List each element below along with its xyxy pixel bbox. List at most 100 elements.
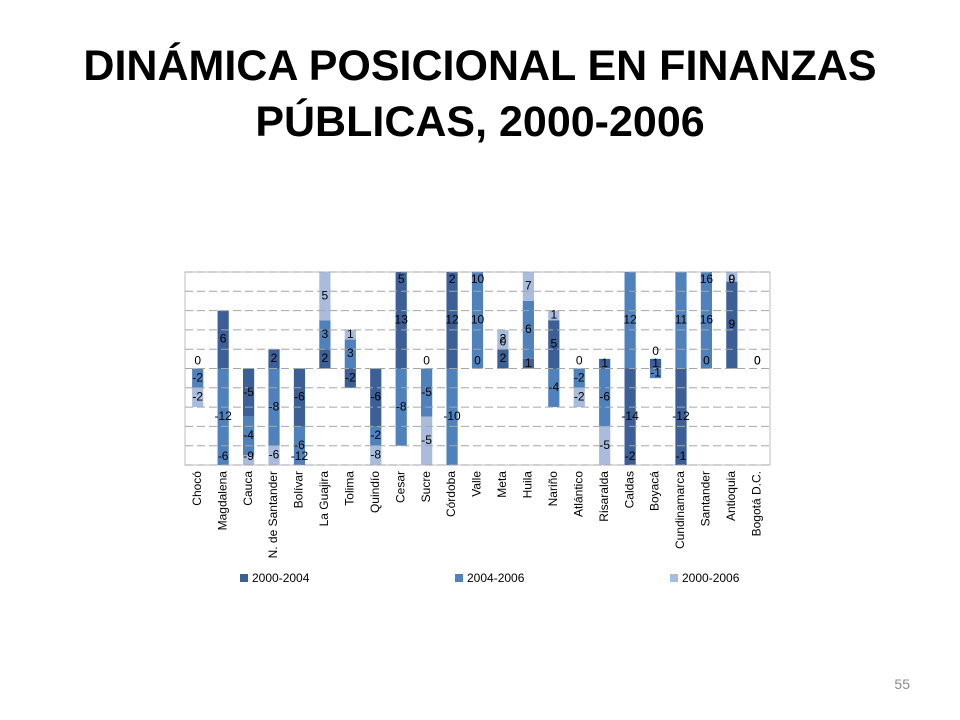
x-tick-label: Meta <box>495 471 509 498</box>
bar-segment <box>573 387 585 408</box>
bar-segment <box>370 445 382 465</box>
bar-segment <box>573 368 585 388</box>
data-label: -5 <box>599 438 610 452</box>
x-tick-label: N. de Santander <box>266 471 280 558</box>
data-label: 0 <box>474 354 481 368</box>
bar-segment <box>624 272 636 369</box>
data-label: 0 <box>754 354 761 368</box>
data-label: -2 <box>370 428 381 442</box>
bar-segment <box>446 272 458 369</box>
data-label: -6 <box>218 449 229 463</box>
data-label: 0 <box>194 354 201 368</box>
data-label: 1 <box>525 356 532 370</box>
data-label: 1 <box>601 356 608 370</box>
bar-segment <box>548 310 560 321</box>
data-label: -6 <box>294 390 305 404</box>
data-label: -5 <box>243 385 254 399</box>
bar-segment <box>675 272 687 369</box>
data-label: -6 <box>269 448 280 462</box>
bar-segment <box>293 368 306 427</box>
x-tick-label: Cauca <box>241 471 255 506</box>
x-tick-label: Tolima <box>342 471 356 506</box>
x-tick-label: Cundinamarca <box>673 471 687 549</box>
x-tick-label: Cesar <box>393 471 407 503</box>
bar-segment <box>192 368 204 388</box>
data-label: 1 <box>652 356 659 370</box>
x-tick-label: Bolívar <box>292 471 306 508</box>
data-label: -12 <box>672 409 690 423</box>
bar-segment <box>396 195 407 243</box>
legend-swatch <box>455 574 463 582</box>
bar-segment <box>649 368 662 379</box>
x-tick-label: Chocó <box>190 471 204 506</box>
data-label: -6 <box>370 390 381 404</box>
data-label: 3 <box>322 327 329 341</box>
data-label: -2 <box>192 370 203 384</box>
x-tick-label: Córdoba <box>444 471 458 517</box>
data-label: 9 <box>729 317 736 331</box>
data-label: 16 <box>700 272 714 286</box>
x-tick-label: Magdalena <box>215 471 229 531</box>
x-tick-label: Santander <box>699 471 713 526</box>
bar-segment <box>522 358 534 369</box>
data-label: 0 <box>652 344 659 358</box>
data-label: -4 <box>548 380 559 394</box>
bar-segment <box>192 387 204 408</box>
legend-swatch <box>240 574 248 582</box>
data-label: 3 <box>347 346 354 360</box>
bar-segment <box>268 445 280 465</box>
bar-segment <box>726 281 738 369</box>
bar-segment <box>624 368 636 465</box>
bar-segment <box>675 368 687 465</box>
data-label: 0 <box>576 354 583 368</box>
data-label: -4 <box>243 428 254 442</box>
data-label: 0 <box>423 354 430 368</box>
bar-segment <box>242 455 255 465</box>
bar-segment <box>319 349 331 369</box>
data-label: 2 <box>500 351 507 365</box>
legend-label: 2000-2004 <box>252 571 310 585</box>
bar-segment <box>497 349 509 369</box>
bar-segment <box>548 368 560 408</box>
bar-segment <box>217 368 229 465</box>
data-label: -5 <box>421 433 432 447</box>
x-tick-label: Caldas <box>622 471 636 508</box>
x-tick-label: Valle <box>470 471 484 497</box>
data-label: -8 <box>370 448 381 462</box>
data-label: -8 <box>396 399 407 413</box>
bar-segment <box>344 368 356 388</box>
data-label: 2 <box>500 332 507 346</box>
data-label: -12 <box>214 409 232 423</box>
x-tick-label: La Guajira <box>317 471 331 527</box>
bar-segment <box>395 272 407 369</box>
x-tick-label: Sucre <box>419 471 433 503</box>
bar-segment <box>217 310 229 369</box>
data-label: 2 <box>271 351 278 365</box>
bar-segment <box>421 368 433 417</box>
data-label: -2 <box>192 390 203 404</box>
bar-segment <box>319 320 331 350</box>
bar-segment <box>599 358 611 369</box>
bar-segment <box>446 233 457 252</box>
bar-segment <box>268 349 280 369</box>
bar-segment <box>599 426 611 465</box>
x-tick-label: Boyacá <box>648 471 662 511</box>
data-label: 5 <box>550 337 557 351</box>
data-label: 1 <box>550 308 557 322</box>
bar-segment <box>548 320 560 369</box>
bar-segment <box>599 368 611 427</box>
data-label: 0 <box>500 334 507 348</box>
x-tick-label: Nariño <box>546 471 560 507</box>
data-label: 0 <box>729 272 736 286</box>
data-label: -6 <box>294 438 305 452</box>
data-label: -14 <box>621 409 639 423</box>
slide-title: DINÁMICA POSICIONAL EN FINANZAS PÚBLICAS… <box>83 42 877 146</box>
data-label: -2 <box>625 449 636 463</box>
data-label: 7 <box>525 279 532 293</box>
data-label: 16 <box>700 312 714 326</box>
bar-segment <box>242 416 255 456</box>
data-label: 11 <box>675 312 688 326</box>
data-label: 10 <box>471 272 485 286</box>
bar-segment <box>446 368 458 465</box>
